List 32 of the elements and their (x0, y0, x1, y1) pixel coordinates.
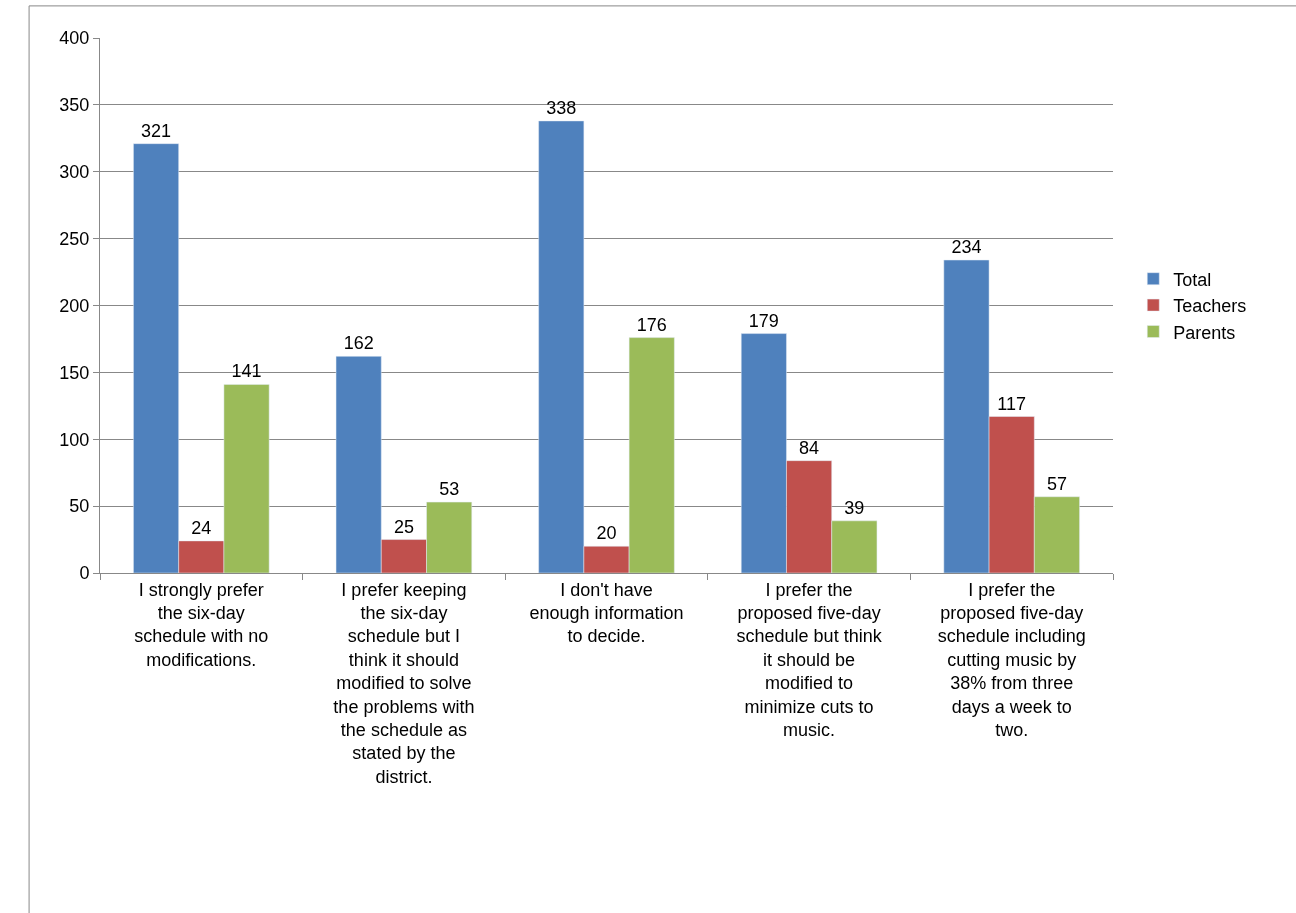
y-tick-label: 50 (69, 496, 90, 517)
data-label: 53 (439, 479, 460, 500)
data-label: 25 (393, 516, 414, 537)
x-tick-label: I don't have enough information to decide. (529, 579, 684, 647)
category-label: I prefer keeping the six-day schedule but I think it should modified to solve the problems with the schedule as stated by the district. (333, 579, 475, 787)
data-label: 179 (748, 310, 779, 331)
legend-label: Parents (1173, 322, 1236, 343)
data-label: 141 (231, 361, 262, 382)
y-tick-label: 300 (59, 162, 90, 183)
data-label: 162 (343, 333, 374, 354)
data-label: 176 (636, 314, 667, 335)
data-label: 39 (844, 497, 865, 518)
x-tick-label: I prefer the proposed five-day schedule including cutting music by 38% from three days a week to two. (937, 579, 1086, 740)
data-label: 57 (1046, 473, 1067, 494)
data-label: 117 (997, 393, 1027, 414)
data-label: 20 (596, 523, 617, 544)
y-tick-label: 250 (59, 228, 90, 249)
y-tick-label: 0 (79, 563, 90, 584)
legend-label: Teachers (1173, 296, 1247, 317)
data-label: 84 (799, 437, 820, 458)
data-label: 234 (951, 237, 982, 258)
data-label: 321 (141, 120, 172, 141)
y-tick-label: 400 (59, 28, 90, 49)
y-tick-label: 350 (59, 95, 90, 116)
data-label: 24 (191, 517, 212, 538)
y-tick-label: 100 (59, 429, 90, 450)
x-tick-label: I strongly prefer the six-day schedule with no modifications. (134, 579, 269, 670)
data-label: 338 (546, 97, 577, 118)
y-tick-label: 150 (59, 362, 90, 383)
y-tick-label: 200 (59, 295, 90, 316)
x-tick-label: I prefer the proposed five-day schedule but think it should be modified to minimize cuts to music. (736, 579, 883, 740)
legend-label: Total (1173, 269, 1212, 290)
